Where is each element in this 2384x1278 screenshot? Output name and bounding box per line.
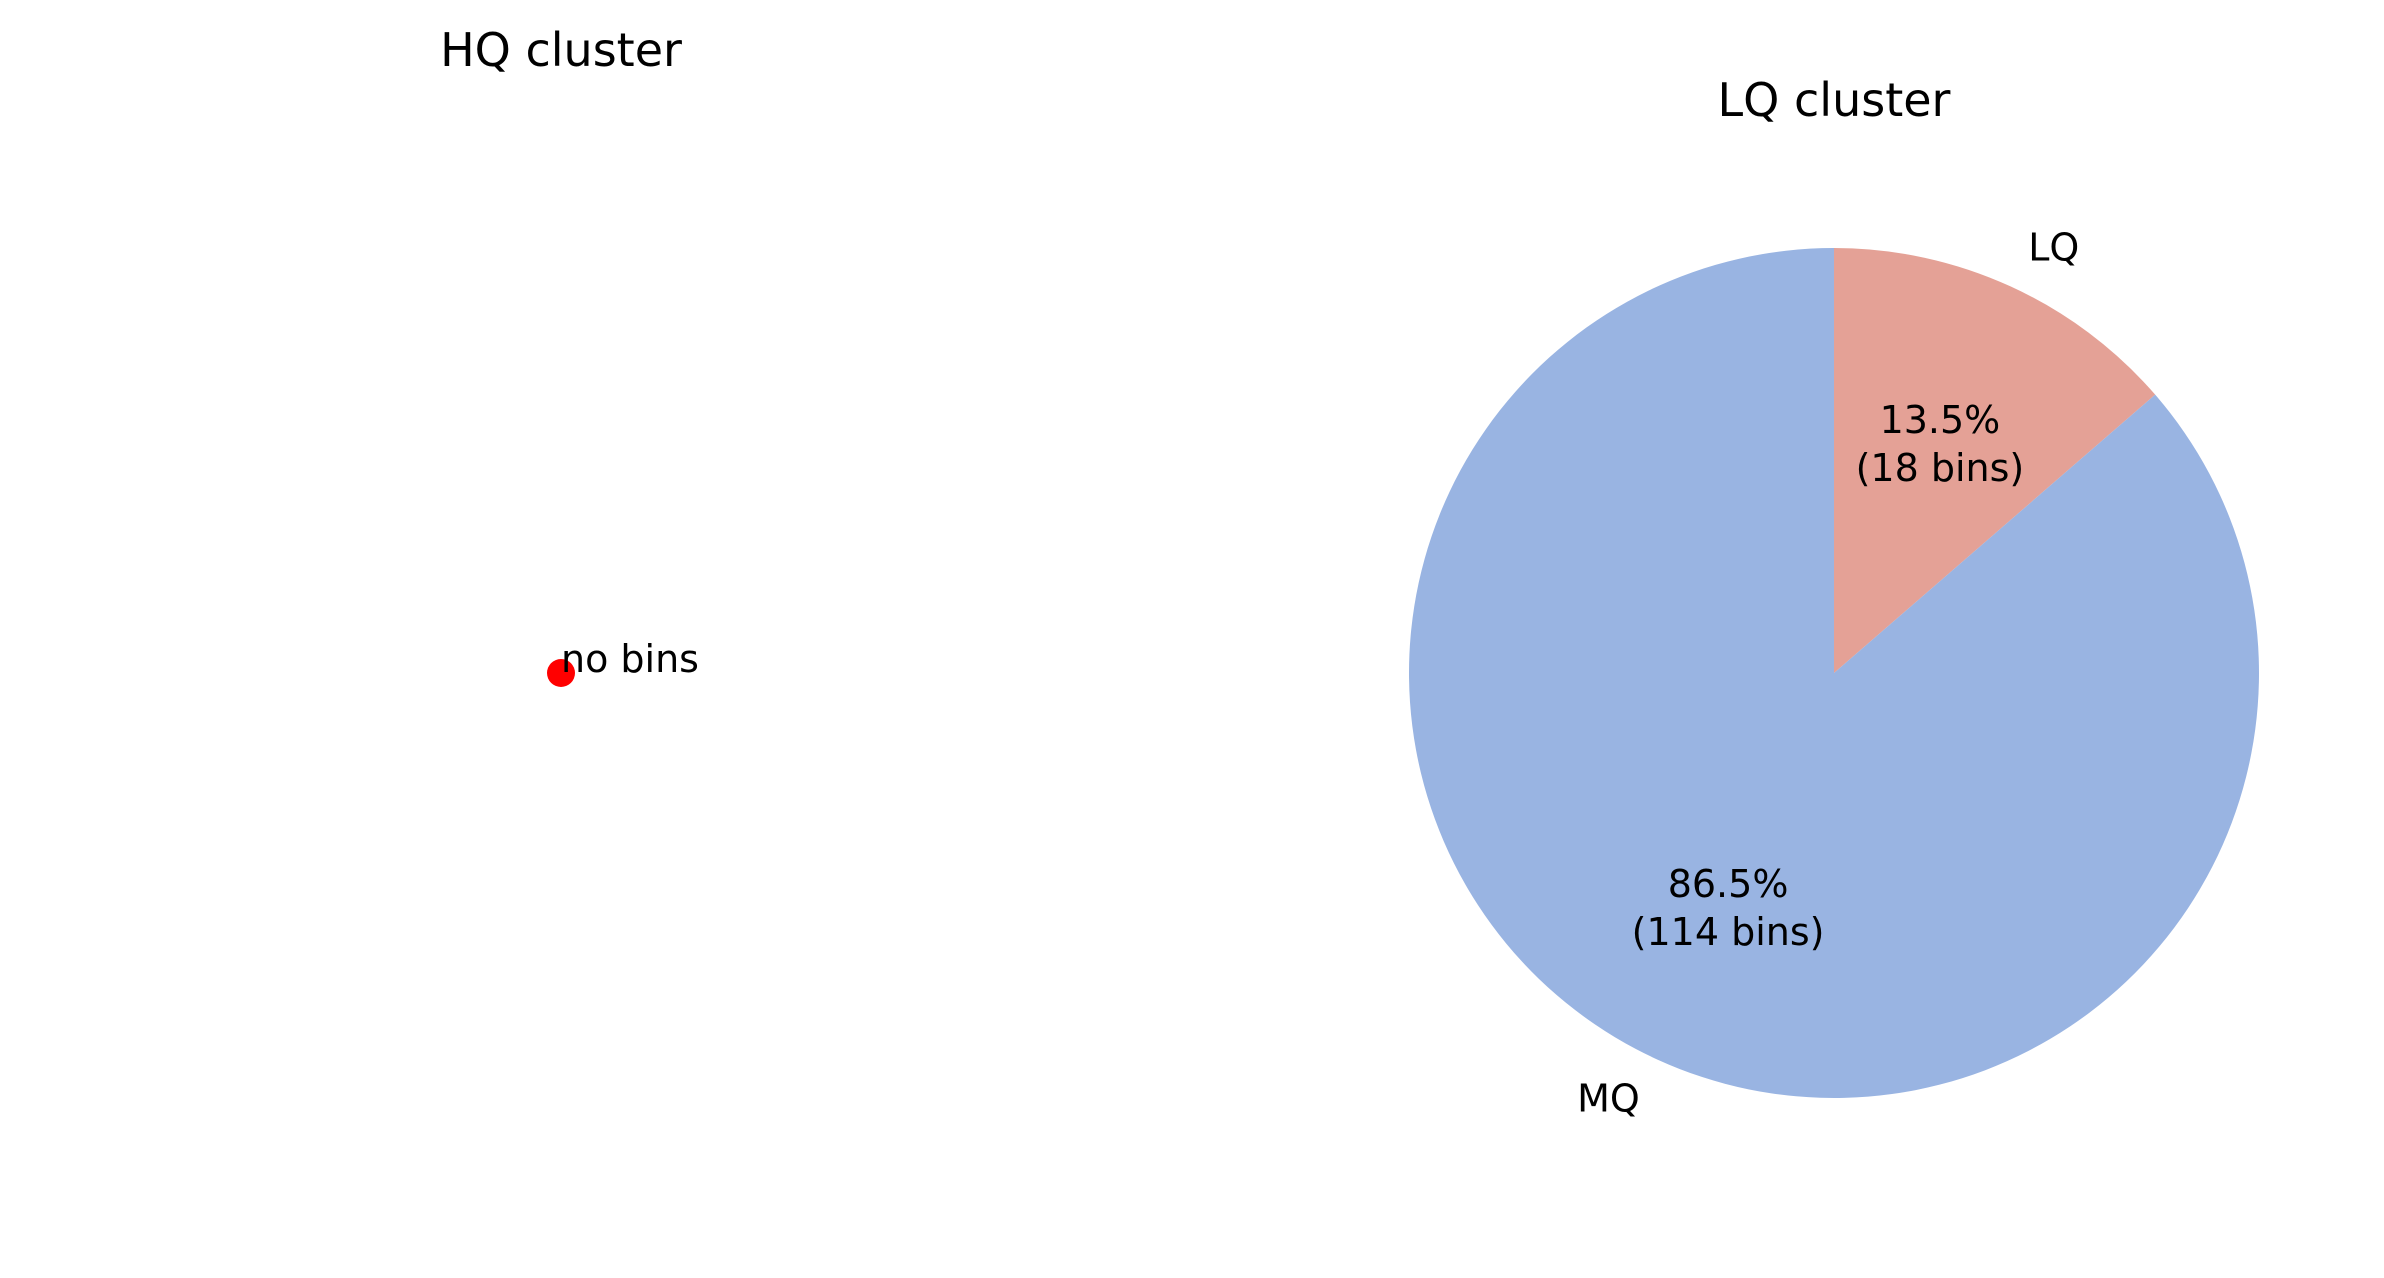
hq-no-bins-label: no bins (561, 637, 699, 681)
pie-percent-mq: 86.5% (1668, 862, 1789, 906)
lq-pie (1408, 248, 2259, 1098)
pie-count-lq: (18 bins) (1856, 446, 2025, 490)
lq-cluster-title: LQ cluster (1718, 73, 1951, 127)
lq-pie-labels: LQ 13.5%(18 bins) MQ 86.5%(114 bins) (1577, 226, 2079, 1121)
hq-cluster-panel: HQ cluster no bins (440, 23, 699, 687)
pie-count-mq: (114 bins) (1632, 910, 1825, 954)
pie-slice-lq (1834, 248, 2156, 673)
lq-cluster-panel: LQ cluster LQ 13.5%(18 bins) MQ 86.5%(114 b… (1408, 73, 2259, 1121)
pie-slice-mq (1408, 248, 2259, 1098)
pie-percent-lq: 13.5% (1880, 398, 2001, 442)
hq-no-bins-marker (547, 659, 575, 687)
hq-cluster-title: HQ cluster (440, 23, 682, 77)
pie-label-mq: MQ (1577, 1076, 1640, 1120)
pie-label-lq: LQ (2028, 226, 2079, 270)
